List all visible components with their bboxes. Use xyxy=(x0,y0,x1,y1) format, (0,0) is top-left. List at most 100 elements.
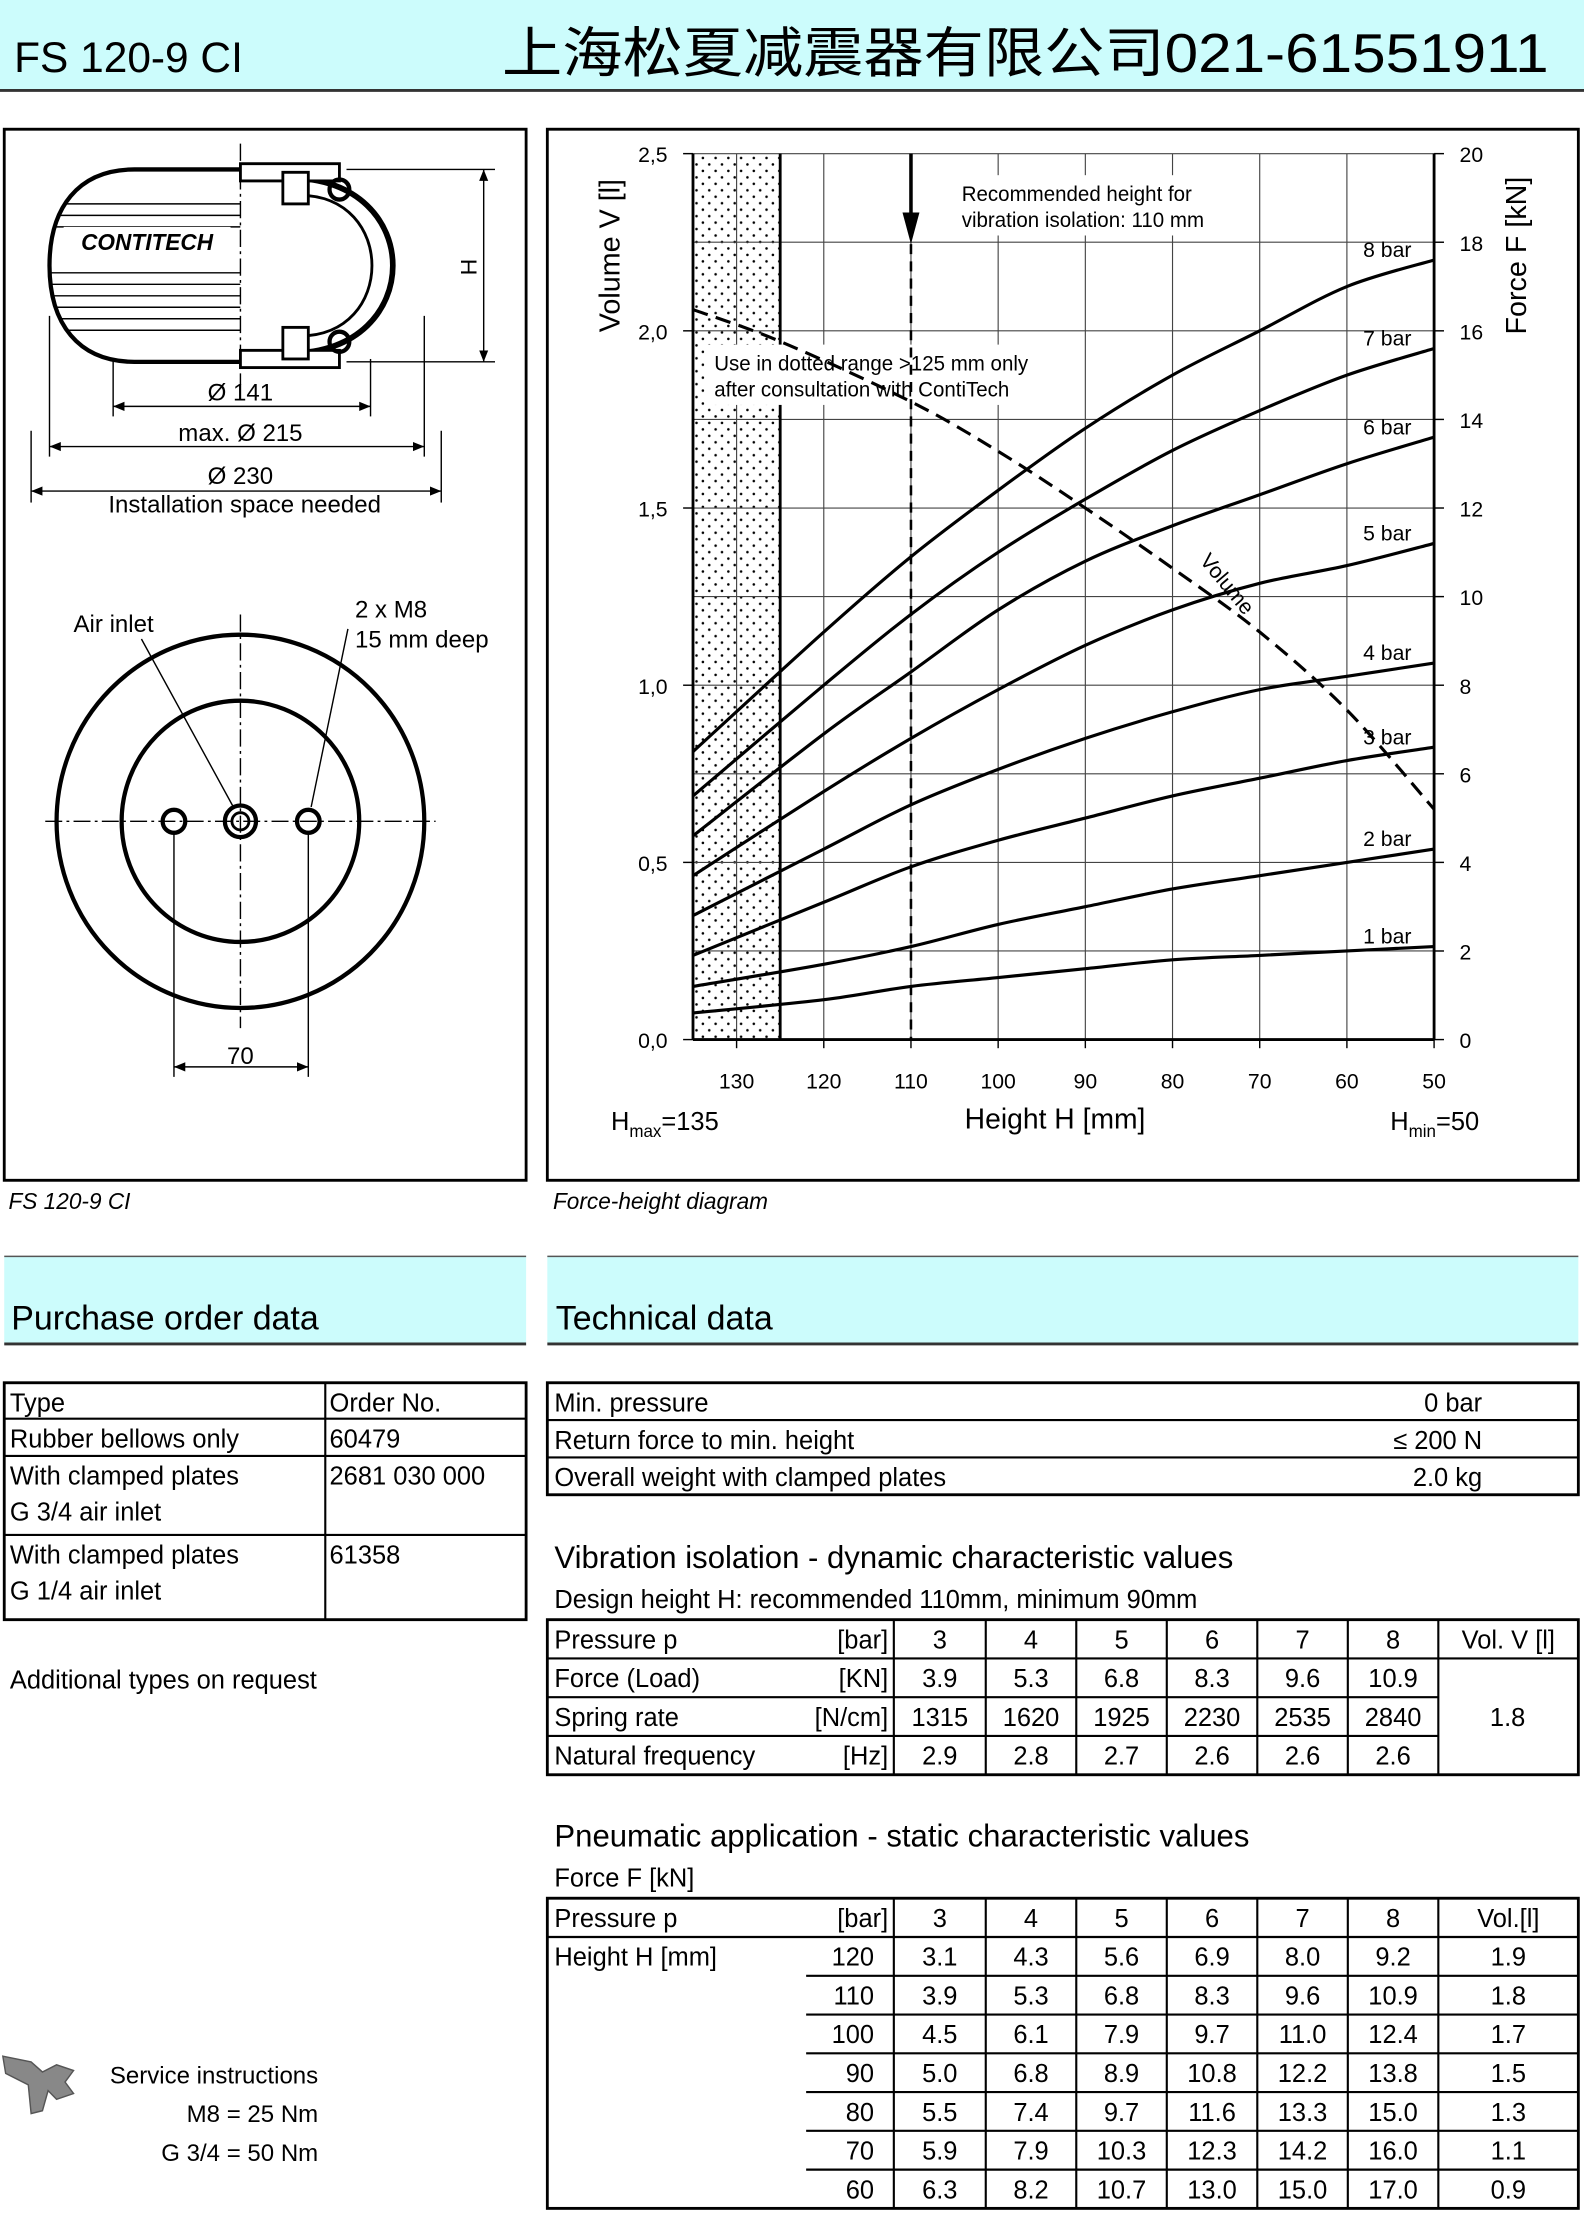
table-cell: With clamped plates xyxy=(10,1463,239,1491)
range-label: Hmax=135 xyxy=(611,1108,719,1141)
table-header: 8 xyxy=(1386,1905,1400,1933)
wrench-icon xyxy=(1,2055,75,2115)
table-cell: 1.5 xyxy=(1491,2060,1526,2088)
range-value: =50 xyxy=(1436,1108,1479,1136)
range-symbol: H xyxy=(1390,1108,1408,1136)
annotation-box xyxy=(950,175,1241,236)
table-subtitle: Design height H: recommended 110mm, mini… xyxy=(554,1586,1197,1614)
y-axis-title: Volume V [l] xyxy=(595,179,627,332)
table-cell: 2.6 xyxy=(1375,1743,1410,1771)
callout: Air inlet xyxy=(74,611,154,638)
series-label: 8 bar xyxy=(1363,238,1411,262)
section-band xyxy=(547,1256,1579,1343)
table-cell: 2.8 xyxy=(1013,1743,1048,1771)
bellows-outline xyxy=(47,167,241,364)
table-title: Pneumatic application - static character… xyxy=(554,1818,1249,1853)
note: Additional types on request xyxy=(10,1666,317,1694)
air-inlet xyxy=(222,803,259,840)
caption: Force-height diagram xyxy=(553,1188,768,1214)
service-line: G 3/4 = 50 Nm xyxy=(161,2140,318,2167)
range-subscript: min xyxy=(1409,1122,1436,1141)
table-cell: 16.0 xyxy=(1368,2137,1418,2165)
table-cell: 70 xyxy=(846,2137,874,2165)
table-cell: 6.8 xyxy=(1104,1982,1139,2010)
range-value: =135 xyxy=(661,1108,718,1136)
table-cell: 2681 030 000 xyxy=(330,1463,486,1491)
table-cell: 1.3 xyxy=(1491,2099,1526,2127)
force-curve xyxy=(692,435,1435,838)
table-cell: 17.0 xyxy=(1368,2176,1418,2204)
y-tick-label: 2,0 xyxy=(638,320,668,344)
header-band xyxy=(0,0,1584,90)
table-cell: 3.9 xyxy=(922,1982,957,2010)
table-header: 6 xyxy=(1205,1905,1219,1933)
service-line: M8 = 25 Nm xyxy=(187,2101,319,2128)
table-header: Type xyxy=(10,1389,65,1417)
table-title: Vibration isolation - dynamic characteri… xyxy=(554,1540,1233,1575)
table-cell: 9.6 xyxy=(1285,1665,1320,1693)
table-cell: 7.9 xyxy=(1013,2137,1048,2165)
table-cell: [Hz] xyxy=(843,1743,888,1771)
table-cell: Return force to min. height xyxy=(554,1427,854,1455)
y2-tick-label: 6 xyxy=(1460,763,1472,787)
table-cell: 11.6 xyxy=(1188,2099,1236,2127)
annotation-box xyxy=(704,344,1067,405)
table-cell: Height H [mm] xyxy=(554,1944,717,1972)
x-tick-label: 130 xyxy=(719,1069,754,1093)
table-cell: 4.3 xyxy=(1013,1944,1048,1972)
table-cell: 10.9 xyxy=(1368,1982,1418,2010)
table-header: Vol.[l] xyxy=(1477,1905,1539,1933)
table-header: 6 xyxy=(1205,1626,1219,1654)
annotation: after consultation with ContiTech xyxy=(714,378,1009,401)
table-cell: 8.9 xyxy=(1104,2060,1139,2088)
table-cell: 1620 xyxy=(1003,1704,1060,1732)
x-tick-label: 60 xyxy=(1335,1069,1359,1093)
table-cell: 0.9 xyxy=(1491,2176,1526,2204)
table-cell: 13.3 xyxy=(1278,2099,1328,2127)
x-tick-label: 80 xyxy=(1161,1069,1185,1093)
table-header: [bar] xyxy=(837,1905,888,1933)
force-curve xyxy=(691,258,1435,753)
table-cell: 7.4 xyxy=(1013,2099,1048,2127)
table-cell: 5.3 xyxy=(1013,1665,1048,1693)
table-cell: 1315 xyxy=(911,1704,968,1732)
bolt xyxy=(281,325,310,361)
table-subtitle: Force F [kN] xyxy=(554,1865,694,1893)
table-cell: 5.9 xyxy=(922,2137,957,2165)
y-tick-label: 1,5 xyxy=(638,497,667,521)
table-header: 8 xyxy=(1386,1626,1400,1654)
table-cell: 1.8 xyxy=(1491,1982,1526,2010)
table-cell: 110 xyxy=(833,1982,874,2010)
section-title: Technical data xyxy=(556,1299,774,1337)
y-tick-label: 0,5 xyxy=(638,852,667,876)
force-curve xyxy=(692,745,1435,957)
x-tick-label: 70 xyxy=(1248,1069,1272,1093)
table-cell: 10.3 xyxy=(1097,2137,1147,2165)
table-cell: 7.9 xyxy=(1104,2021,1139,2049)
table-cell: Rubber bellows only xyxy=(10,1425,239,1453)
force-curve xyxy=(692,347,1435,798)
table-cell: 6.8 xyxy=(1013,2060,1048,2088)
series-label: 2 bar xyxy=(1363,827,1411,851)
series-label: 4 bar xyxy=(1363,641,1411,665)
table-cell: 1.7 xyxy=(1491,2021,1526,2049)
outer-circle xyxy=(54,632,427,1011)
x-tick-label: 100 xyxy=(980,1069,1015,1093)
table-cell: 5.5 xyxy=(922,2099,957,2127)
table-cell: 5.3 xyxy=(1013,1982,1048,2010)
table-cell: 61358 xyxy=(330,1542,401,1570)
table-cell: 2535 xyxy=(1274,1704,1331,1732)
table-cell: 10.8 xyxy=(1187,2060,1237,2088)
y-tick-label: 0,0 xyxy=(638,1029,668,1053)
table-header: 3 xyxy=(933,1905,947,1933)
bead xyxy=(327,329,352,354)
table-header: 3 xyxy=(933,1626,947,1654)
y2-tick-label: 4 xyxy=(1460,852,1472,876)
table-header: Pressure p xyxy=(554,1626,677,1654)
table-cell: 6.8 xyxy=(1104,1665,1139,1693)
table-cell: 9.7 xyxy=(1104,2099,1139,2127)
table-header: 7 xyxy=(1295,1905,1309,1933)
table-header: 4 xyxy=(1024,1626,1038,1654)
air-inlet xyxy=(230,811,251,832)
table-header: 7 xyxy=(1295,1626,1309,1654)
